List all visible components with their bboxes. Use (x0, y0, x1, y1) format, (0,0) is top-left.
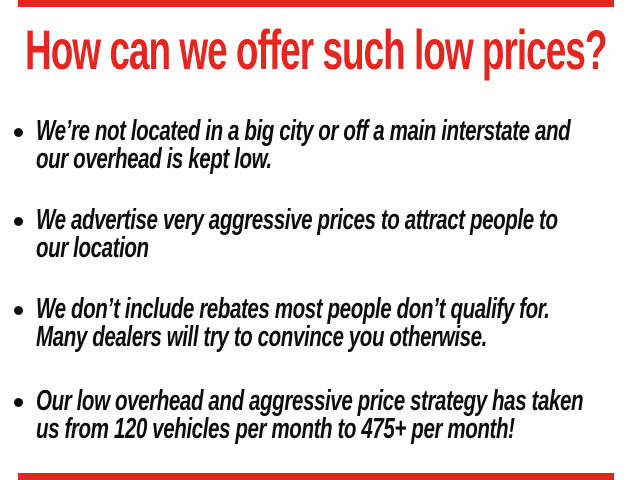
bullet-line: our location (36, 232, 149, 264)
list-item: Our low overhead and aggressive price st… (14, 385, 640, 445)
bullet-line: We advertise very aggressive prices to a… (36, 204, 558, 236)
bullet-dot-icon (14, 128, 23, 137)
bullet-line: Many dealers will try to convince you ot… (36, 321, 487, 353)
bullet-dot-icon (14, 217, 23, 226)
page-title: How can we offer such low prices? (25, 18, 607, 81)
bullet-dot-icon (14, 306, 23, 315)
list-item: We advertise very aggressive prices to a… (14, 204, 640, 264)
top-red-bar (18, 0, 614, 7)
list-item: We don’t include rebates most people don… (14, 293, 640, 353)
bullet-line: our overhead is kept low. (36, 143, 272, 175)
bullet-line: We don’t include rebates most people don… (36, 293, 550, 325)
bullet-text: We don’t include rebates most people don… (36, 293, 550, 353)
bullet-text: We’re not located in a big city or off a… (36, 115, 571, 175)
bottom-red-bar (18, 473, 614, 480)
list-item: We’re not located in a big city or off a… (14, 115, 640, 175)
bullet-line: We’re not located in a big city or off a… (36, 115, 571, 147)
bullet-line: us from 120 vehicles per month to 475+ p… (36, 413, 515, 445)
bullet-text: We advertise very aggressive prices to a… (36, 204, 558, 264)
bullet-line: Our low overhead and aggressive price st… (36, 385, 584, 417)
bullet-dot-icon (14, 398, 23, 407)
bullet-text: Our low overhead and aggressive price st… (36, 385, 584, 445)
